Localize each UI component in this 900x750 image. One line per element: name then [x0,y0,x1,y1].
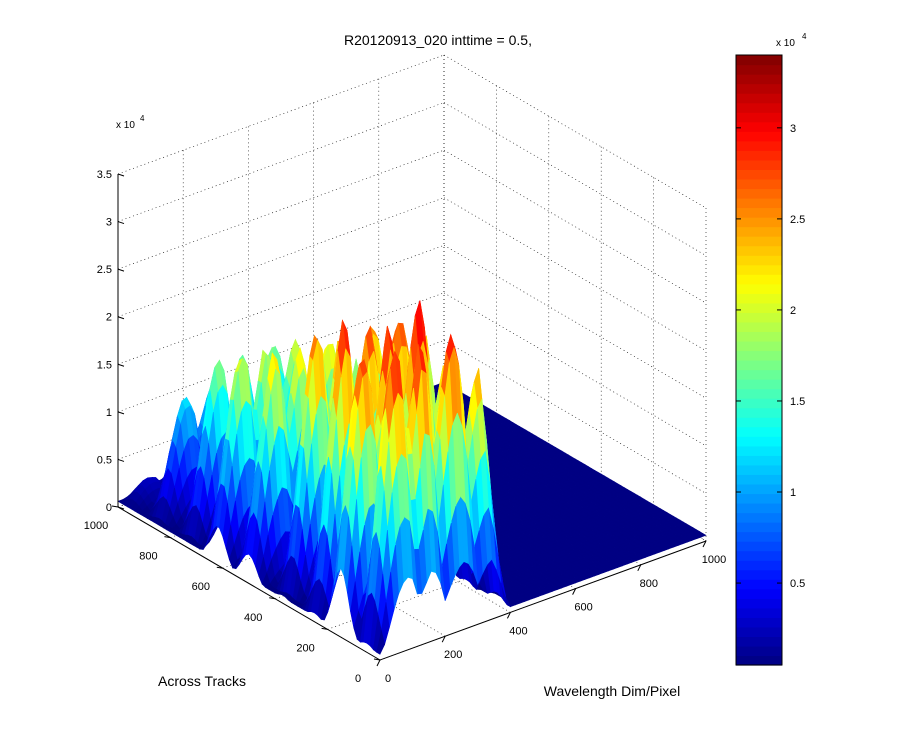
surface-mesh [117,300,707,655]
